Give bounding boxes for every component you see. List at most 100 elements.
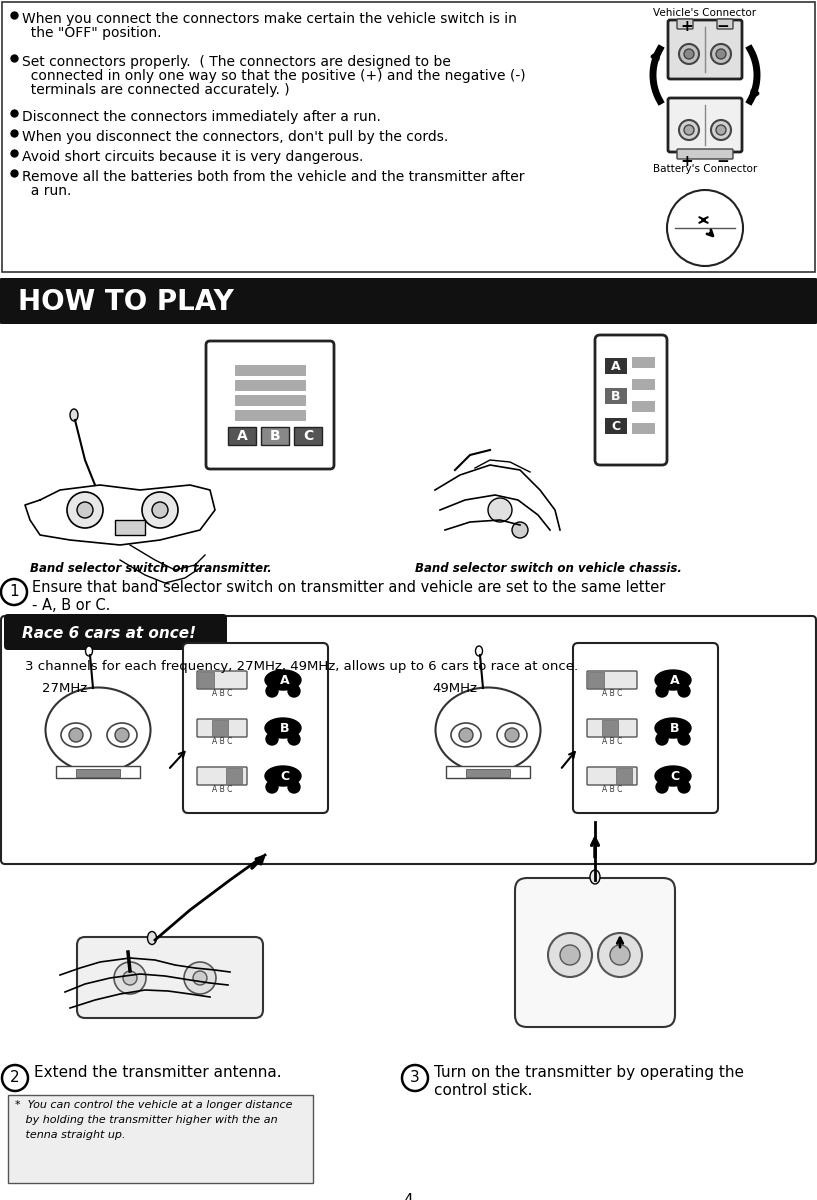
- Text: 3: 3: [410, 1070, 420, 1086]
- Bar: [616, 768, 632, 784]
- Text: a run.: a run.: [22, 184, 71, 198]
- FancyBboxPatch shape: [183, 643, 328, 814]
- Bar: [76, 769, 120, 778]
- Circle shape: [548, 934, 592, 977]
- Text: A: A: [280, 673, 290, 686]
- FancyBboxPatch shape: [717, 19, 733, 29]
- Circle shape: [711, 44, 731, 64]
- Bar: [212, 720, 228, 736]
- Circle shape: [711, 120, 731, 140]
- Ellipse shape: [435, 688, 541, 773]
- Circle shape: [488, 498, 512, 522]
- FancyBboxPatch shape: [587, 719, 637, 737]
- FancyBboxPatch shape: [197, 719, 247, 737]
- Ellipse shape: [655, 718, 691, 738]
- Text: 27MHz: 27MHz: [42, 682, 87, 695]
- Circle shape: [678, 733, 690, 745]
- Circle shape: [1, 578, 27, 605]
- Bar: [226, 768, 242, 784]
- Circle shape: [123, 971, 137, 985]
- Text: tenna straight up.: tenna straight up.: [15, 1130, 126, 1140]
- Text: C: C: [303, 428, 313, 443]
- Text: Race 6 cars at once!: Race 6 cars at once!: [22, 626, 196, 642]
- FancyBboxPatch shape: [677, 19, 693, 29]
- FancyBboxPatch shape: [587, 767, 637, 785]
- Bar: [261, 427, 289, 445]
- Circle shape: [77, 502, 93, 518]
- FancyBboxPatch shape: [668, 98, 742, 152]
- Text: −: −: [717, 154, 730, 169]
- Ellipse shape: [107, 722, 137, 746]
- FancyBboxPatch shape: [4, 614, 227, 650]
- Circle shape: [184, 962, 216, 994]
- Text: C: C: [611, 420, 621, 432]
- FancyBboxPatch shape: [8, 1094, 313, 1183]
- Circle shape: [459, 728, 473, 742]
- Text: A: A: [670, 673, 680, 686]
- Circle shape: [716, 49, 726, 59]
- FancyBboxPatch shape: [515, 878, 675, 1027]
- Text: control stick.: control stick.: [434, 1082, 533, 1098]
- Bar: [235, 395, 305, 404]
- Text: B: B: [270, 428, 280, 443]
- FancyBboxPatch shape: [77, 937, 263, 1018]
- Text: by holding the transmitter higher with the an: by holding the transmitter higher with t…: [15, 1115, 278, 1126]
- Ellipse shape: [86, 646, 92, 656]
- Circle shape: [402, 1066, 428, 1091]
- Ellipse shape: [46, 688, 150, 773]
- Circle shape: [684, 125, 694, 134]
- Circle shape: [142, 492, 178, 528]
- FancyBboxPatch shape: [573, 643, 718, 814]
- Circle shape: [678, 685, 690, 697]
- Circle shape: [678, 781, 690, 793]
- FancyBboxPatch shape: [677, 149, 733, 158]
- Bar: [466, 769, 510, 778]
- Text: A B C: A B C: [212, 738, 232, 746]
- Circle shape: [69, 728, 83, 742]
- Ellipse shape: [497, 722, 527, 746]
- Text: Band selector switch on transmitter.: Band selector switch on transmitter.: [30, 562, 272, 575]
- Text: Vehicle's Connector: Vehicle's Connector: [654, 8, 757, 18]
- Bar: [588, 672, 604, 688]
- Text: A: A: [237, 428, 248, 443]
- Bar: [294, 427, 322, 445]
- Circle shape: [598, 934, 642, 977]
- Ellipse shape: [451, 722, 481, 746]
- Ellipse shape: [265, 718, 301, 738]
- Text: HOW TO PLAY: HOW TO PLAY: [18, 288, 234, 316]
- Text: terminals are connected accurately. ): terminals are connected accurately. ): [22, 83, 289, 97]
- Ellipse shape: [590, 870, 600, 884]
- FancyBboxPatch shape: [587, 671, 637, 689]
- Text: When you connect the connectors make certain the vehicle switch is in: When you connect the connectors make cer…: [22, 12, 517, 26]
- Text: −: −: [717, 19, 730, 34]
- FancyBboxPatch shape: [1, 616, 816, 864]
- Ellipse shape: [655, 766, 691, 786]
- Circle shape: [115, 728, 129, 742]
- Circle shape: [266, 781, 278, 793]
- Ellipse shape: [70, 409, 78, 421]
- Text: Remove all the batteries both from the vehicle and the transmitter after: Remove all the batteries both from the v…: [22, 170, 525, 184]
- Text: A B C: A B C: [212, 786, 232, 794]
- Circle shape: [505, 728, 519, 742]
- Circle shape: [716, 125, 726, 134]
- Circle shape: [679, 120, 699, 140]
- Bar: [605, 418, 627, 434]
- Text: +: +: [681, 19, 694, 34]
- FancyBboxPatch shape: [2, 2, 815, 272]
- Ellipse shape: [475, 646, 483, 656]
- Text: Avoid short circuits because it is very dangerous.: Avoid short circuits because it is very …: [22, 150, 364, 164]
- Circle shape: [114, 962, 146, 994]
- Text: A B C: A B C: [602, 786, 623, 794]
- Circle shape: [610, 946, 630, 965]
- Circle shape: [512, 522, 528, 538]
- Circle shape: [684, 49, 694, 59]
- Text: *  You can control the vehicle at a longer distance: * You can control the vehicle at a longe…: [15, 1100, 292, 1110]
- Text: C: C: [671, 769, 680, 782]
- Text: A: A: [611, 360, 621, 372]
- Text: A B C: A B C: [602, 738, 623, 746]
- Bar: [198, 672, 214, 688]
- Text: Band selector switch on vehicle chassis.: Band selector switch on vehicle chassis.: [415, 562, 682, 575]
- Bar: [235, 365, 305, 374]
- Text: Ensure that band selector switch on transmitter and vehicle are set to the same : Ensure that band selector switch on tran…: [32, 580, 665, 595]
- Text: A B C: A B C: [602, 690, 623, 698]
